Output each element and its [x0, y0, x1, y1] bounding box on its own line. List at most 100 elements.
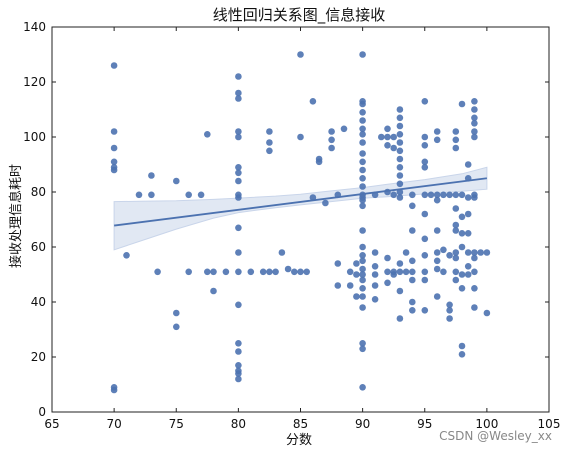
- data-point: [471, 133, 478, 141]
- data-point: [433, 128, 441, 135]
- data-point: [396, 172, 404, 179]
- data-point: [297, 133, 304, 141]
- data-point: [396, 164, 404, 171]
- data-point: [458, 191, 466, 199]
- data-point: [452, 191, 460, 199]
- regression-line: [114, 177, 487, 227]
- data-point: [396, 194, 404, 201]
- data-point: [421, 252, 429, 259]
- data-point: [359, 293, 366, 300]
- data-point: [471, 249, 478, 256]
- data-point: [409, 227, 416, 234]
- data-point: [328, 128, 335, 135]
- data-point: [148, 172, 155, 179]
- data-point: [353, 260, 360, 267]
- data-point: [433, 191, 441, 199]
- data-point: [421, 158, 429, 166]
- data-point: [396, 155, 404, 163]
- data-point: [384, 142, 391, 149]
- data-point: [315, 158, 323, 166]
- data-point: [458, 271, 466, 278]
- confidence-band: [113, 166, 488, 251]
- data-point: [440, 246, 447, 254]
- data-point: [340, 125, 348, 133]
- confidence-band-layer: [113, 166, 488, 251]
- data-point: [384, 133, 391, 141]
- x-tick-label: 75: [169, 417, 184, 431]
- data-point: [440, 191, 447, 199]
- data-point: [464, 194, 472, 201]
- watermark-text: CSDN @Wesley_xx: [439, 429, 552, 443]
- data-point: [464, 263, 472, 270]
- data-point: [471, 106, 478, 113]
- data-point: [334, 260, 342, 267]
- data-point: [359, 125, 366, 133]
- data-point: [421, 133, 429, 141]
- data-point: [433, 265, 441, 273]
- data-point: [471, 120, 478, 127]
- data-point: [210, 268, 217, 276]
- data-point: [359, 196, 366, 204]
- data-point: [173, 323, 180, 331]
- data-point: [235, 340, 242, 347]
- data-point: [452, 221, 460, 229]
- data-point: [390, 271, 398, 278]
- data-point: [421, 268, 429, 276]
- data-point: [452, 249, 460, 256]
- data-point: [433, 293, 441, 300]
- data-point: [421, 164, 429, 171]
- data-point: [359, 139, 366, 146]
- data-point: [483, 309, 491, 317]
- data-point: [446, 252, 453, 259]
- data-point: [433, 227, 441, 234]
- data-point: [384, 254, 391, 262]
- data-point: [433, 257, 441, 265]
- data-point: [433, 196, 441, 204]
- data-point: [278, 249, 286, 256]
- data-point: [185, 268, 192, 276]
- data-point: [328, 144, 335, 152]
- data-point: [346, 268, 354, 276]
- data-point: [371, 282, 379, 289]
- data-point: [135, 191, 143, 199]
- y-axis-label: 接收处理信息耗时: [8, 164, 24, 268]
- data-point: [235, 164, 242, 171]
- data-point: [396, 122, 404, 130]
- data-point: [247, 268, 255, 276]
- data-point: [421, 210, 429, 218]
- data-point: [396, 260, 404, 267]
- data-point: [359, 252, 366, 259]
- data-point: [173, 177, 180, 185]
- data-point: [471, 254, 478, 262]
- data-point: [235, 194, 242, 201]
- data-point: [334, 282, 342, 289]
- data-point: [235, 362, 242, 369]
- data-point: [359, 100, 366, 108]
- data-point: [458, 351, 466, 358]
- data-point: [471, 128, 478, 135]
- data-point: [390, 133, 398, 141]
- data-point: [359, 384, 366, 391]
- data-point: [396, 139, 404, 146]
- data-point: [204, 268, 211, 276]
- data-point: [421, 307, 429, 314]
- data-point: [458, 342, 466, 350]
- data-point: [421, 191, 429, 199]
- data-point: [235, 301, 242, 309]
- data-point: [322, 199, 329, 207]
- data-point: [446, 307, 453, 314]
- data-point: [359, 265, 366, 273]
- data-point: [378, 133, 385, 141]
- data-point: [409, 202, 416, 210]
- data-point: [396, 106, 404, 113]
- data-point: [409, 307, 416, 314]
- data-point: [154, 268, 161, 276]
- data-point: [110, 386, 118, 394]
- data-point: [235, 348, 242, 355]
- data-point: [110, 128, 118, 135]
- data-point: [272, 268, 279, 276]
- data-point: [396, 315, 404, 322]
- data-point: [458, 285, 466, 292]
- data-point: [446, 315, 453, 322]
- data-point: [452, 276, 460, 284]
